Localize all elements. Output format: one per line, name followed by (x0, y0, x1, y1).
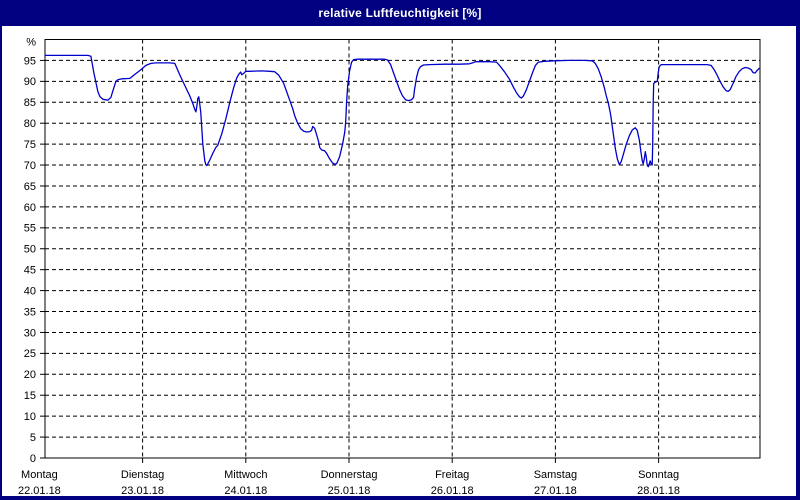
x-day-label: Montag (21, 469, 58, 481)
x-date-label: 23.01.18 (121, 485, 164, 497)
y-tick-label: 95 (24, 55, 36, 67)
x-date-label: 26.01.18 (431, 485, 474, 497)
y-tick-label: 60 (24, 202, 36, 214)
x-day-label: Donnerstag (321, 469, 378, 481)
x-date-label: 22.01.18 (18, 485, 61, 497)
y-tick-label: 85 (24, 97, 36, 109)
y-tick-label: 70 (24, 160, 36, 172)
humidity-series-line (44, 54, 760, 168)
y-tick-label: 15 (24, 390, 36, 402)
plot-border (44, 39, 761, 459)
y-tick-label: 90 (24, 76, 36, 88)
x-date-label: 25.01.18 (328, 485, 371, 497)
y-tick-label: 30 (24, 327, 36, 339)
y-tick-label: 45 (24, 265, 36, 277)
x-date-label: 24.01.18 (224, 485, 267, 497)
y-tick-label: 5 (30, 432, 36, 444)
x-day-label: Dienstag (121, 469, 164, 481)
axes (40, 39, 761, 463)
x-date-label: 28.01.18 (637, 485, 680, 497)
window-title-bar[interactable]: relative Luftfeuchtigkeit [%] (0, 0, 800, 26)
y-tick-label: 65 (24, 181, 36, 193)
y-tick-label: 40 (24, 285, 36, 297)
y-tick-label: 25 (24, 348, 36, 360)
axis-labels: 95908580757065605550454035302520151050%M… (18, 36, 680, 497)
y-tick-label: 35 (24, 306, 36, 318)
x-date-label: 27.01.18 (534, 485, 577, 497)
x-day-label: Freitag (435, 469, 469, 481)
y-tick-label: 75 (24, 139, 36, 151)
y-tick-label: 10 (24, 411, 36, 423)
y-axis-unit-label: % (26, 36, 36, 48)
y-tick-label: 20 (24, 369, 36, 381)
window-title: relative Luftfeuchtigkeit [%] (318, 6, 482, 20)
y-tick-label: 80 (24, 118, 36, 130)
y-tick-label: 0 (30, 453, 36, 465)
x-day-label: Mittwoch (224, 469, 267, 481)
x-day-label: Samstag (534, 469, 577, 481)
y-tick-label: 55 (24, 223, 36, 235)
y-tick-label: 50 (24, 244, 36, 256)
grid-lines (45, 39, 760, 458)
x-day-label: Sonntag (638, 469, 679, 481)
